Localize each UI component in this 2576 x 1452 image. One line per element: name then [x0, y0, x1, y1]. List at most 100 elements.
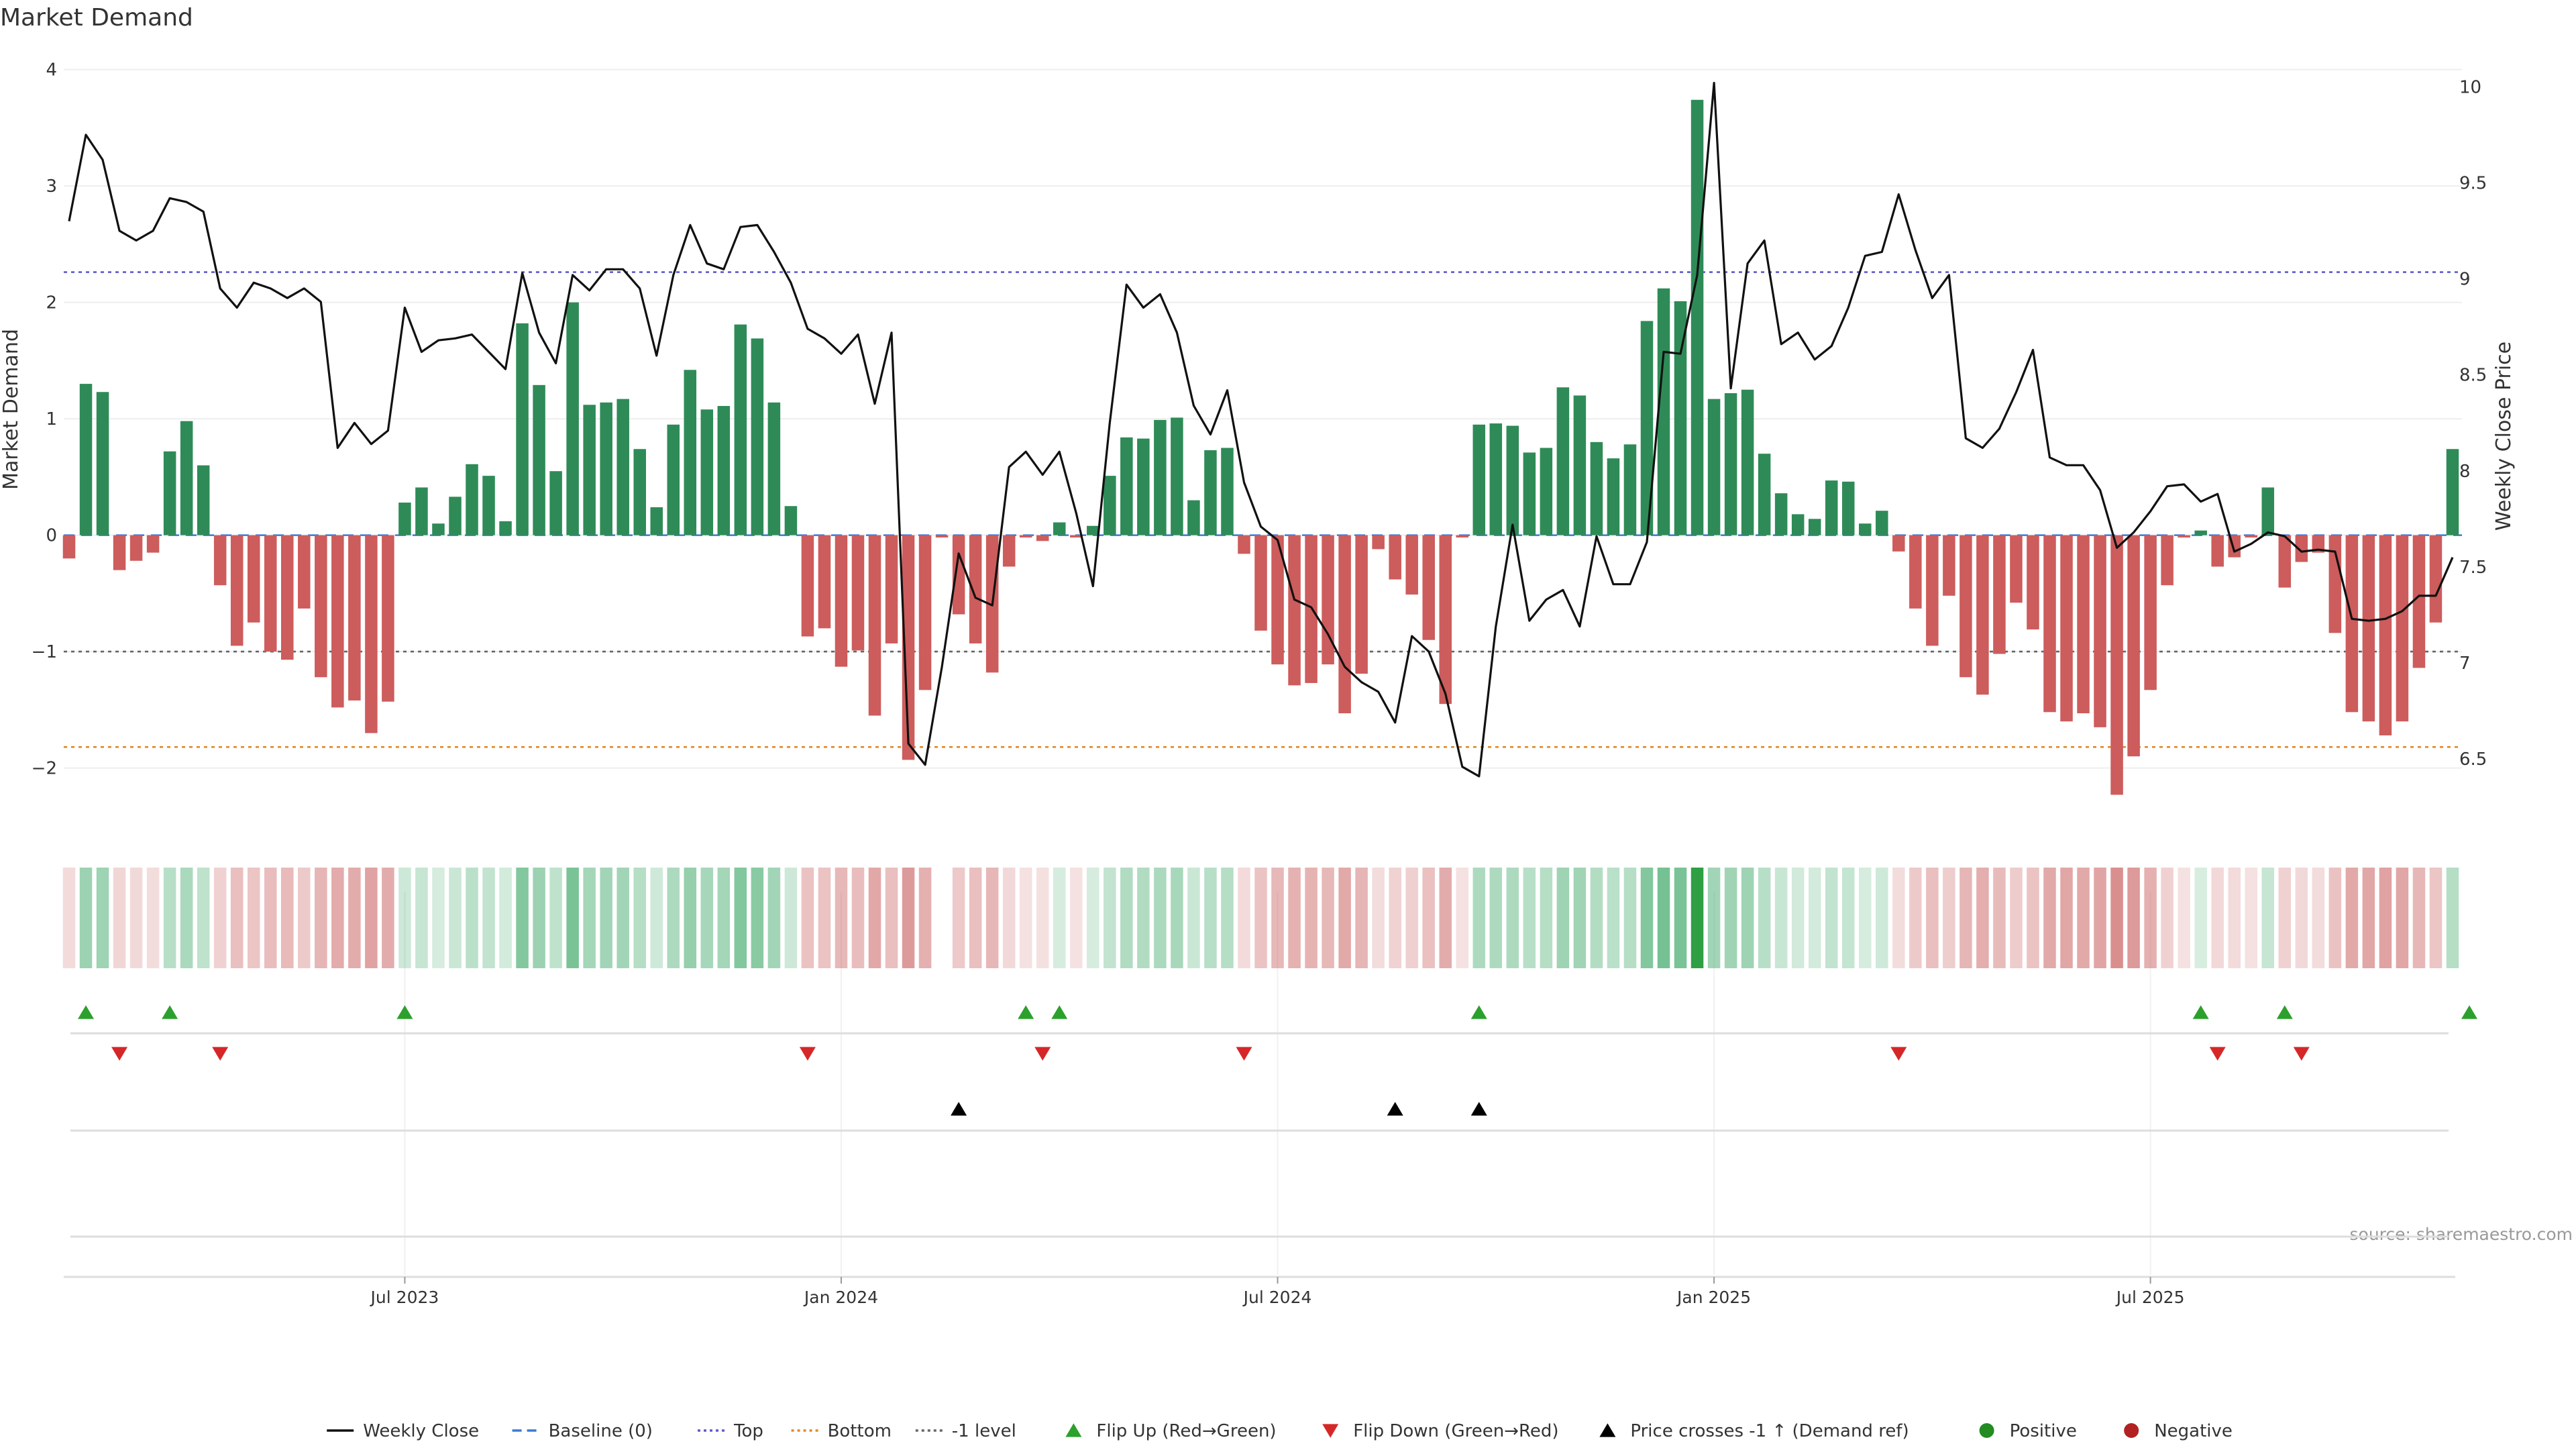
heat-cell — [348, 868, 361, 968]
y-tick-label-right: 7 — [2459, 654, 2471, 674]
source-credit: source: sharemaestro.com — [2350, 1225, 2573, 1244]
chart-title: Market Demand — [0, 4, 193, 32]
heat-cell — [1338, 868, 1351, 968]
heat-cell — [2194, 868, 2207, 968]
heat-cell — [1137, 868, 1150, 968]
heat-cell — [1791, 868, 1805, 968]
demand-bar — [868, 535, 881, 716]
heat-cell — [1892, 868, 1905, 968]
heat-cell — [1154, 868, 1167, 968]
demand-bar — [516, 323, 529, 535]
flip-down-marker — [799, 1047, 816, 1061]
demand-bar — [851, 535, 865, 651]
y-tick-label-left: −1 — [32, 642, 57, 662]
heat-cell — [801, 868, 814, 968]
heat-cell — [985, 868, 999, 968]
heat-cell — [264, 868, 277, 968]
demand-bar — [969, 535, 982, 643]
flip-down-marker — [1034, 1047, 1051, 1061]
demand-bar — [415, 487, 428, 535]
demand-bar — [1087, 525, 1099, 535]
heat-cell — [969, 868, 982, 968]
heat-cell — [600, 868, 612, 968]
heat-cell — [1960, 868, 1972, 968]
heat-cell — [1104, 868, 1116, 968]
y-axis-label-right: Weekly Close Price — [2492, 342, 2516, 531]
demand-bar — [398, 503, 411, 535]
demand-bar — [533, 384, 545, 535]
demand-bar — [432, 523, 445, 535]
demand-bar — [1892, 535, 1905, 552]
heat-cell — [113, 868, 126, 968]
price-cross-marker — [951, 1102, 967, 1116]
demand-bar — [1825, 480, 1838, 535]
demand-bar — [1372, 535, 1385, 550]
heat-cell — [1876, 868, 1888, 968]
demand-bar — [1690, 99, 1704, 535]
heat-cell — [2161, 868, 2174, 968]
y-tick-label-left: 0 — [46, 526, 57, 546]
demand-heat-strip — [62, 868, 2459, 968]
flip-down-marker — [1236, 1047, 1252, 1061]
heat-cell — [2110, 868, 2123, 968]
heat-cell — [549, 868, 562, 968]
heat-cell — [1204, 868, 1217, 968]
demand-bar — [885, 535, 898, 643]
demand-bar — [1540, 448, 1553, 535]
heat-cell — [1506, 868, 1519, 968]
demand-bar — [1607, 458, 1620, 535]
heat-cell — [1523, 868, 1536, 968]
flip-down-marker — [212, 1047, 229, 1061]
heat-cell — [2379, 868, 2392, 968]
heat-cell — [1355, 868, 1368, 968]
heat-cell — [2094, 868, 2106, 968]
heat-cell — [1859, 868, 1872, 968]
heat-cell — [2396, 868, 2409, 968]
demand-bar — [96, 392, 109, 535]
heat-cell — [1389, 868, 1401, 968]
demand-bar — [1120, 437, 1133, 535]
heat-cell — [1774, 868, 1788, 968]
demand-bar — [835, 535, 848, 667]
legend-swatch-negative — [2124, 1423, 2139, 1438]
demand-bar — [2110, 535, 2123, 795]
demand-bar — [281, 535, 294, 660]
demand-bar — [767, 402, 781, 535]
price-cross-marker — [1387, 1102, 1403, 1116]
legend-swatch-price-cross — [1599, 1423, 1616, 1437]
demand-bar — [1472, 424, 1486, 535]
x-axis: Jul 2023 Jan 2024 Jul 2024 Jan 2025 Jul 2025 — [64, 1276, 2455, 1307]
demand-bar — [466, 464, 478, 535]
heat-cell — [1556, 868, 1570, 968]
demand-bar — [382, 535, 394, 702]
demand-bar — [1758, 454, 1771, 535]
demand-bar — [2278, 535, 2292, 588]
demand-bar — [2077, 535, 2090, 714]
demand-bar — [1556, 387, 1570, 535]
heat-cell — [146, 868, 160, 968]
demand-bar — [751, 338, 764, 535]
heat-cell — [734, 868, 747, 968]
legend-swatch-positive — [1979, 1423, 1994, 1438]
heat-cell — [1590, 868, 1603, 968]
flip-up-marker — [2192, 1005, 2209, 1019]
heat-cell — [1238, 868, 1250, 968]
demand-bar — [449, 497, 462, 535]
demand-bar — [1154, 419, 1167, 535]
demand-bar — [1338, 535, 1351, 714]
demand-bar — [734, 324, 747, 535]
demand-bar — [365, 535, 378, 733]
y-tick-label-right: 7.5 — [2459, 558, 2487, 578]
heat-cell — [2027, 868, 2039, 968]
flip-down-marker — [111, 1047, 128, 1061]
legend-label: Top — [733, 1421, 763, 1441]
heat-cell — [1926, 868, 1939, 968]
heat-cell — [2010, 868, 2023, 968]
y-tick-label-right: 9.5 — [2459, 173, 2487, 193]
demand-bar — [583, 405, 596, 535]
heat-cell — [1087, 868, 1099, 968]
demand-bar — [2178, 535, 2190, 538]
heat-cell — [2295, 868, 2308, 968]
